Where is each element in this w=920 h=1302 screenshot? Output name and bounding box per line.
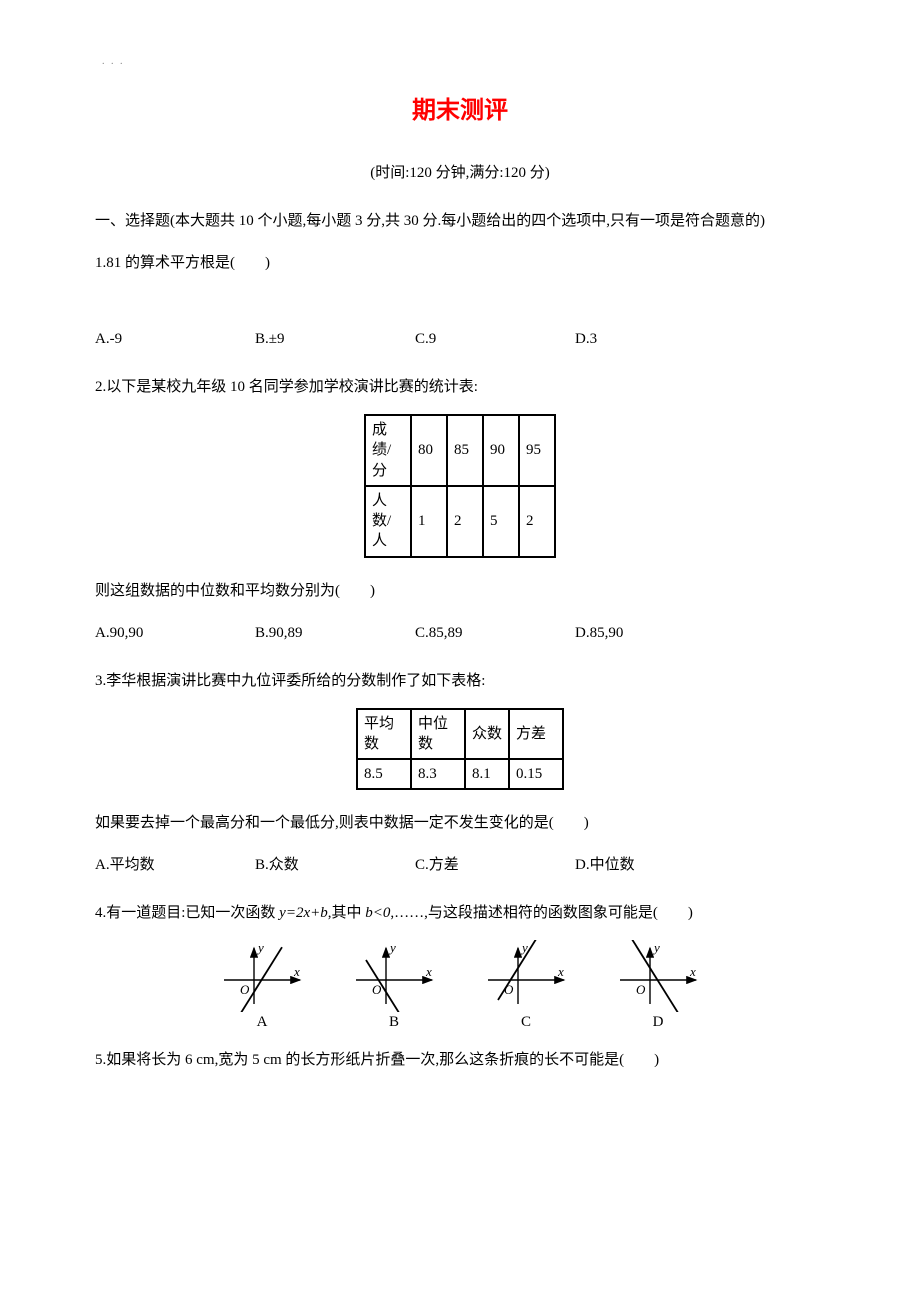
q3-v4: 0.15 xyxy=(509,759,563,789)
q3-h1: 平均数 xyxy=(357,709,411,760)
q4-graph-d-icon: y x O xyxy=(610,940,706,1012)
q4-label-b: B xyxy=(346,1014,442,1031)
q2-r2c1: 1 xyxy=(411,486,447,557)
q2-r2c2: 2 xyxy=(447,486,483,557)
spacer xyxy=(95,296,825,324)
page: . . . 期末测评 (时间:120 分钟,满分:120 分) 一、选择题(本大… xyxy=(0,0,920,1302)
q4-label-d: D xyxy=(610,1014,706,1031)
q2-r2c3: 5 xyxy=(483,486,519,557)
q4-chart-row: yxO A yxO B yxO C yxO D xyxy=(95,940,825,1031)
svg-text:O: O xyxy=(636,982,646,997)
svg-text:x: x xyxy=(293,964,300,979)
q2-r1c4: 95 xyxy=(519,415,555,486)
q4-label-c: C xyxy=(478,1014,574,1031)
page-title: 期末测评 xyxy=(95,90,825,125)
table-row: 成绩/分 80 85 90 95 xyxy=(365,415,555,486)
q4-formula: y=2x+b xyxy=(279,905,328,921)
q3-option-a: A.平均数 xyxy=(95,850,255,880)
q1-options: A.-9 B.±9 C.9 D.3 xyxy=(95,324,825,354)
q2-r2c4: 2 xyxy=(519,486,555,557)
q3-options: A.平均数 B.众数 C.方差 D.中位数 xyxy=(95,850,825,880)
q1-text: 1.81 的算术平方根是( ) xyxy=(95,248,825,278)
q4-graph-c-icon: yxO xyxy=(478,940,574,1012)
q1-option-a: A.-9 xyxy=(95,324,255,354)
top-dots: . . . xyxy=(102,56,125,67)
svg-text:y: y xyxy=(652,940,660,955)
q3-text2: 如果要去掉一个最高分和一个最低分,则表中数据一定不发生变化的是( ) xyxy=(95,808,825,838)
q4-graph-b-icon: yxO xyxy=(346,940,442,1012)
q3-h3: 众数 xyxy=(465,709,509,760)
svg-text:y: y xyxy=(388,940,396,955)
q3-v3: 8.1 xyxy=(465,759,509,789)
q2-row1-label: 成绩/分 xyxy=(365,415,411,486)
q3-option-c: C.方差 xyxy=(415,850,575,880)
q3-table: 平均数 中位数 众数 方差 8.5 8.3 8.1 0.15 xyxy=(356,708,564,791)
svg-text:x: x xyxy=(557,964,564,979)
q2-option-a: A.90,90 xyxy=(95,618,255,648)
q4-graph-a-icon: y x O xyxy=(214,940,310,1012)
q2-text: 2.以下是某校九年级 10 名同学参加学校演讲比赛的统计表: xyxy=(95,372,825,402)
q3-text: 3.李华根据演讲比赛中九位评委所给的分数制作了如下表格: xyxy=(95,666,825,696)
q1-option-c: C.9 xyxy=(415,324,575,354)
q5-text: 5.如果将长为 6 cm,宽为 5 cm 的长方形纸片折叠一次,那么这条折痕的长… xyxy=(95,1045,825,1075)
q2-options: A.90,90 B.90,89 C.85,89 D.85,90 xyxy=(95,618,825,648)
q2-table: 成绩/分 80 85 90 95 人数/人 1 2 5 2 xyxy=(364,414,556,558)
q2-row2-label: 人数/人 xyxy=(365,486,411,557)
svg-text:x: x xyxy=(425,964,432,979)
q4-cond: b<0 xyxy=(365,905,390,921)
page-subtitle: (时间:120 分钟,满分:120 分) xyxy=(95,161,825,182)
q4-text-suffix: ,……,与这段描述相符的函数图象可能是( ) xyxy=(390,905,693,921)
svg-text:O: O xyxy=(240,982,250,997)
q2-r1c3: 90 xyxy=(483,415,519,486)
q4-chart-d: y x O D xyxy=(610,940,706,1031)
table-row: 8.5 8.3 8.1 0.15 xyxy=(357,759,563,789)
q4-chart-a: y x O A xyxy=(214,940,310,1031)
q4-text-mid: ,其中 xyxy=(328,905,366,921)
q3-option-b: B.众数 xyxy=(255,850,415,880)
q3-option-d: D.中位数 xyxy=(575,850,735,880)
q4-chart-b: yxO B xyxy=(346,940,442,1031)
q3-h2: 中位数 xyxy=(411,709,465,760)
q2-option-d: D.85,90 xyxy=(575,618,735,648)
q2-option-c: C.85,89 xyxy=(415,618,575,648)
q4-text: 4.有一道题目:已知一次函数 y=2x+b,其中 b<0,……,与这段描述相符的… xyxy=(95,898,825,928)
q4-text-prefix: 4.有一道题目:已知一次函数 xyxy=(95,905,279,921)
q3-v1: 8.5 xyxy=(357,759,411,789)
q1-option-b: B.±9 xyxy=(255,324,415,354)
q3-v2: 8.3 xyxy=(411,759,465,789)
table-row: 人数/人 1 2 5 2 xyxy=(365,486,555,557)
q3-h4: 方差 xyxy=(509,709,563,760)
q2-r1c1: 80 xyxy=(411,415,447,486)
q2-text2: 则这组数据的中位数和平均数分别为( ) xyxy=(95,576,825,606)
q2-option-b: B.90,89 xyxy=(255,618,415,648)
svg-text:y: y xyxy=(256,940,264,955)
q4-label-a: A xyxy=(214,1014,310,1031)
svg-text:x: x xyxy=(689,964,696,979)
section-1-heading: 一、选择题(本大题共 10 个小题,每小题 3 分,共 30 分.每小题给出的四… xyxy=(95,206,825,236)
table-row: 平均数 中位数 众数 方差 xyxy=(357,709,563,760)
q4-chart-c: yxO C xyxy=(478,940,574,1031)
q2-r1c2: 85 xyxy=(447,415,483,486)
q1-option-d: D.3 xyxy=(575,324,735,354)
